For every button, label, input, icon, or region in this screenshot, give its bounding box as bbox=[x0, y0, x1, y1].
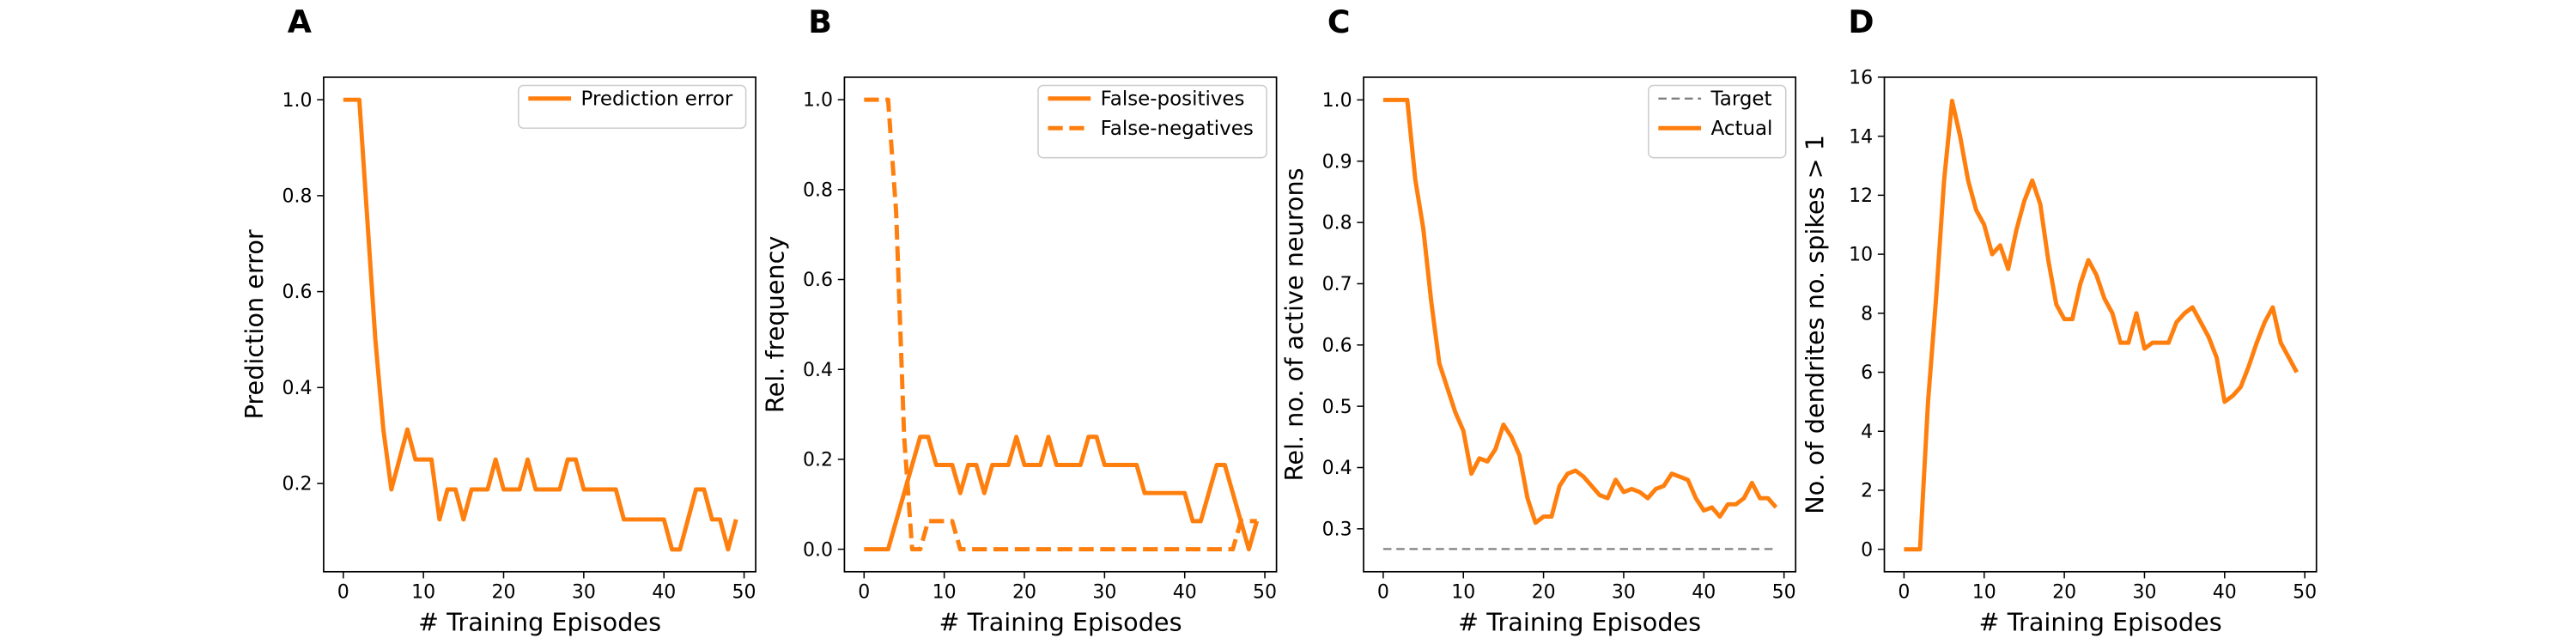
data-line bbox=[864, 434, 1260, 552]
x-axis-label: # Training Episodes bbox=[1458, 608, 1701, 637]
x-tick-label: 40 bbox=[1173, 581, 1197, 603]
legend-box bbox=[1037, 84, 1267, 159]
data-line bbox=[1904, 98, 2300, 552]
y-tick-label: 14 bbox=[1849, 126, 1873, 148]
x-tick-label: 0 bbox=[1377, 581, 1389, 603]
x-tick-label: 20 bbox=[491, 581, 515, 603]
legend: Target Actual bbox=[1648, 84, 1787, 159]
x-tick-label: 0 bbox=[858, 581, 870, 603]
x-tick-label: 10 bbox=[933, 581, 957, 603]
legend-label: False-positives bbox=[1101, 88, 1245, 110]
x-tick-label: 50 bbox=[2293, 581, 2317, 603]
y-tick-label: 4 bbox=[1861, 422, 1873, 443]
y-tick-label: 12 bbox=[1849, 185, 1873, 207]
legend-label: Actual bbox=[1711, 118, 1773, 140]
legend-label: Target bbox=[1710, 88, 1772, 110]
y-tick-label: 0.0 bbox=[803, 539, 833, 561]
y-tick-label: 8 bbox=[1861, 303, 1873, 325]
y-tick-label: 0.8 bbox=[1322, 213, 1352, 234]
panel-label: A bbox=[288, 3, 312, 40]
x-tick-label: 50 bbox=[1253, 581, 1277, 603]
panel: A 0 10 20 30 40 50 0.2 0.4 0.6 0.8 1.0 # Training Ep… bbox=[240, 3, 756, 637]
x-tick-label: 0 bbox=[337, 581, 349, 603]
y-tick-label: 6 bbox=[1861, 362, 1873, 384]
y-tick-label: 1.0 bbox=[803, 90, 833, 112]
x-tick-label: 20 bbox=[1532, 581, 1556, 603]
x-tick-label: 40 bbox=[652, 581, 676, 603]
axes-frame bbox=[1883, 76, 2318, 573]
x-tick-label: 30 bbox=[2132, 581, 2156, 603]
x-tick-label: 30 bbox=[1612, 581, 1636, 603]
y-tick-label: 2 bbox=[1861, 481, 1873, 502]
x-axis-label: # Training Episodes bbox=[418, 608, 661, 637]
y-tick-label: 0.6 bbox=[1322, 335, 1352, 356]
y-tick-label: 0.6 bbox=[283, 282, 313, 303]
x-tick-label: 30 bbox=[1092, 581, 1116, 603]
data-line bbox=[1382, 97, 1778, 526]
y-tick-label: 0.6 bbox=[803, 270, 833, 291]
data-line bbox=[343, 97, 738, 552]
y-tick-label: 0.9 bbox=[1322, 151, 1352, 173]
x-tick-label: 20 bbox=[2052, 581, 2076, 603]
x-tick-label: 20 bbox=[1012, 581, 1036, 603]
panel-label: D bbox=[1848, 3, 1874, 40]
panel-label: B bbox=[808, 3, 832, 40]
y-tick-label: 16 bbox=[1849, 68, 1873, 89]
y-axis-label: Rel. no. of active neurons bbox=[1279, 167, 1309, 481]
legend-label: False-negatives bbox=[1101, 118, 1254, 140]
y-axis-label: Rel. frequency bbox=[761, 236, 790, 413]
x-tick-label: 10 bbox=[1451, 581, 1475, 603]
legend-box bbox=[518, 84, 747, 129]
axes-frame bbox=[1363, 76, 1797, 573]
x-axis-label: # Training Episodes bbox=[1979, 608, 2222, 637]
y-tick-label: 0.2 bbox=[803, 450, 833, 471]
x-tick-label: 50 bbox=[1772, 581, 1796, 603]
y-tick-label: 1.0 bbox=[283, 90, 313, 112]
x-tick-label: 40 bbox=[2213, 581, 2237, 603]
y-tick-label: 0.7 bbox=[1322, 274, 1352, 295]
y-tick-label: 10 bbox=[1849, 245, 1873, 266]
y-axis-label: Prediction error bbox=[240, 229, 269, 419]
y-tick-label: 0.4 bbox=[803, 360, 833, 381]
y-tick-label: 0.5 bbox=[1322, 397, 1352, 418]
x-tick-label: 0 bbox=[1898, 581, 1910, 603]
legend-box bbox=[1648, 84, 1787, 159]
legend: False-positives False-negatives bbox=[1037, 84, 1267, 159]
y-tick-label: 0.8 bbox=[283, 186, 313, 208]
x-tick-label: 10 bbox=[411, 581, 435, 603]
y-tick-label: 0 bbox=[1861, 539, 1873, 561]
y-tick-label: 1.0 bbox=[1322, 90, 1352, 112]
panel: B 0 10 20 30 40 50 0.0 0.2 0.4 0.6 0.8 1.0 # Training… bbox=[761, 3, 1278, 637]
x-tick-label: 40 bbox=[1692, 581, 1716, 603]
y-axis-label: No. of dendrites no. spikes > 1 bbox=[1801, 135, 1830, 514]
axes-frame bbox=[323, 76, 756, 573]
y-tick-label: 0.3 bbox=[1322, 519, 1352, 541]
panel-label: C bbox=[1327, 3, 1351, 40]
legend-label: Prediction error bbox=[581, 88, 733, 110]
x-tick-label: 30 bbox=[572, 581, 596, 603]
x-axis-label: # Training Episodes bbox=[939, 608, 1182, 637]
legend: Prediction error bbox=[518, 84, 747, 129]
y-tick-label: 0.8 bbox=[803, 179, 833, 201]
x-tick-label: 10 bbox=[1972, 581, 1996, 603]
axes-frame bbox=[843, 76, 1278, 573]
x-tick-label: 50 bbox=[732, 581, 756, 603]
data-line bbox=[864, 97, 1257, 552]
y-tick-label: 0.4 bbox=[1322, 458, 1352, 479]
panel: D 0 10 20 30 40 50 0 2 4 6 8 10 12 14 16 # Training Epis… bbox=[1801, 3, 2318, 637]
y-tick-label: 0.2 bbox=[283, 474, 313, 495]
y-tick-label: 0.4 bbox=[283, 378, 313, 399]
panel: C 0 10 20 30 40 50 0.3 0.4 0.5 0.6 0.7 0.8 0.9 1.0 # Tr… bbox=[1279, 3, 1797, 637]
